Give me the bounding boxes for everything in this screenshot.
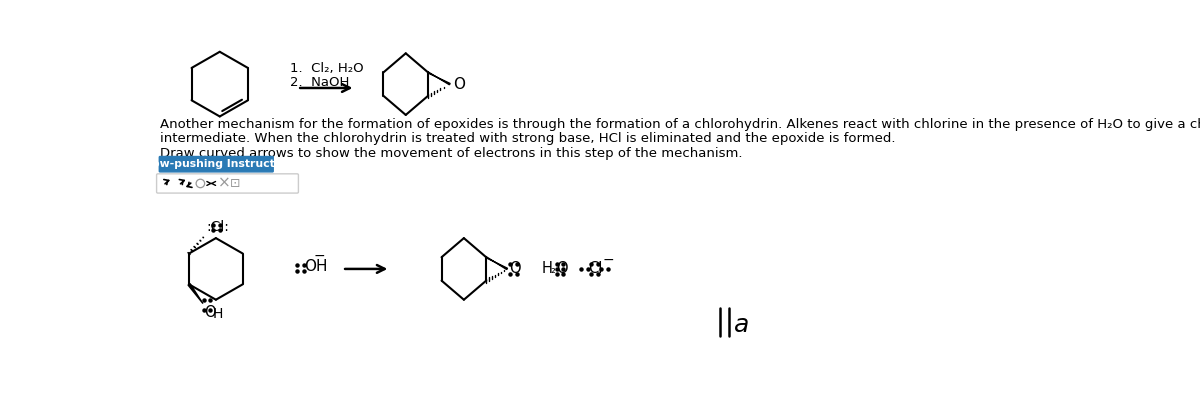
Text: ×: × bbox=[218, 176, 230, 191]
Text: −: − bbox=[602, 253, 614, 267]
FancyBboxPatch shape bbox=[160, 156, 274, 172]
Text: H: H bbox=[541, 261, 552, 276]
Text: Another mechanism for the formation of epoxides is through the formation of a ch: Another mechanism for the formation of e… bbox=[160, 118, 1200, 131]
Text: ₂: ₂ bbox=[551, 263, 556, 276]
Text: Cl: Cl bbox=[588, 261, 602, 276]
Text: a: a bbox=[733, 313, 749, 337]
FancyBboxPatch shape bbox=[156, 174, 299, 193]
Text: O: O bbox=[510, 261, 521, 276]
Text: :Cl:: :Cl: bbox=[206, 220, 229, 233]
Text: OH: OH bbox=[305, 259, 328, 274]
Text: −: − bbox=[314, 249, 325, 263]
Text: Arrow-pushing Instructions: Arrow-pushing Instructions bbox=[133, 159, 300, 169]
Text: O: O bbox=[557, 261, 568, 276]
Text: O: O bbox=[454, 77, 466, 92]
Text: 1.  Cl₂, H₂O: 1. Cl₂, H₂O bbox=[289, 62, 364, 75]
Text: intermediate. When the chlorohydrin is treated with strong base, HCl is eliminat: intermediate. When the chlorohydrin is t… bbox=[160, 132, 895, 145]
Text: O: O bbox=[204, 305, 215, 320]
Text: 2.  NaOH: 2. NaOH bbox=[289, 76, 349, 89]
Text: H: H bbox=[214, 307, 223, 321]
Polygon shape bbox=[486, 257, 508, 270]
Polygon shape bbox=[188, 284, 203, 303]
Text: ⊡: ⊡ bbox=[230, 177, 240, 190]
Polygon shape bbox=[427, 72, 450, 85]
Text: Draw curved arrows to show the movement of electrons in this step of the mechani: Draw curved arrows to show the movement … bbox=[160, 147, 743, 160]
